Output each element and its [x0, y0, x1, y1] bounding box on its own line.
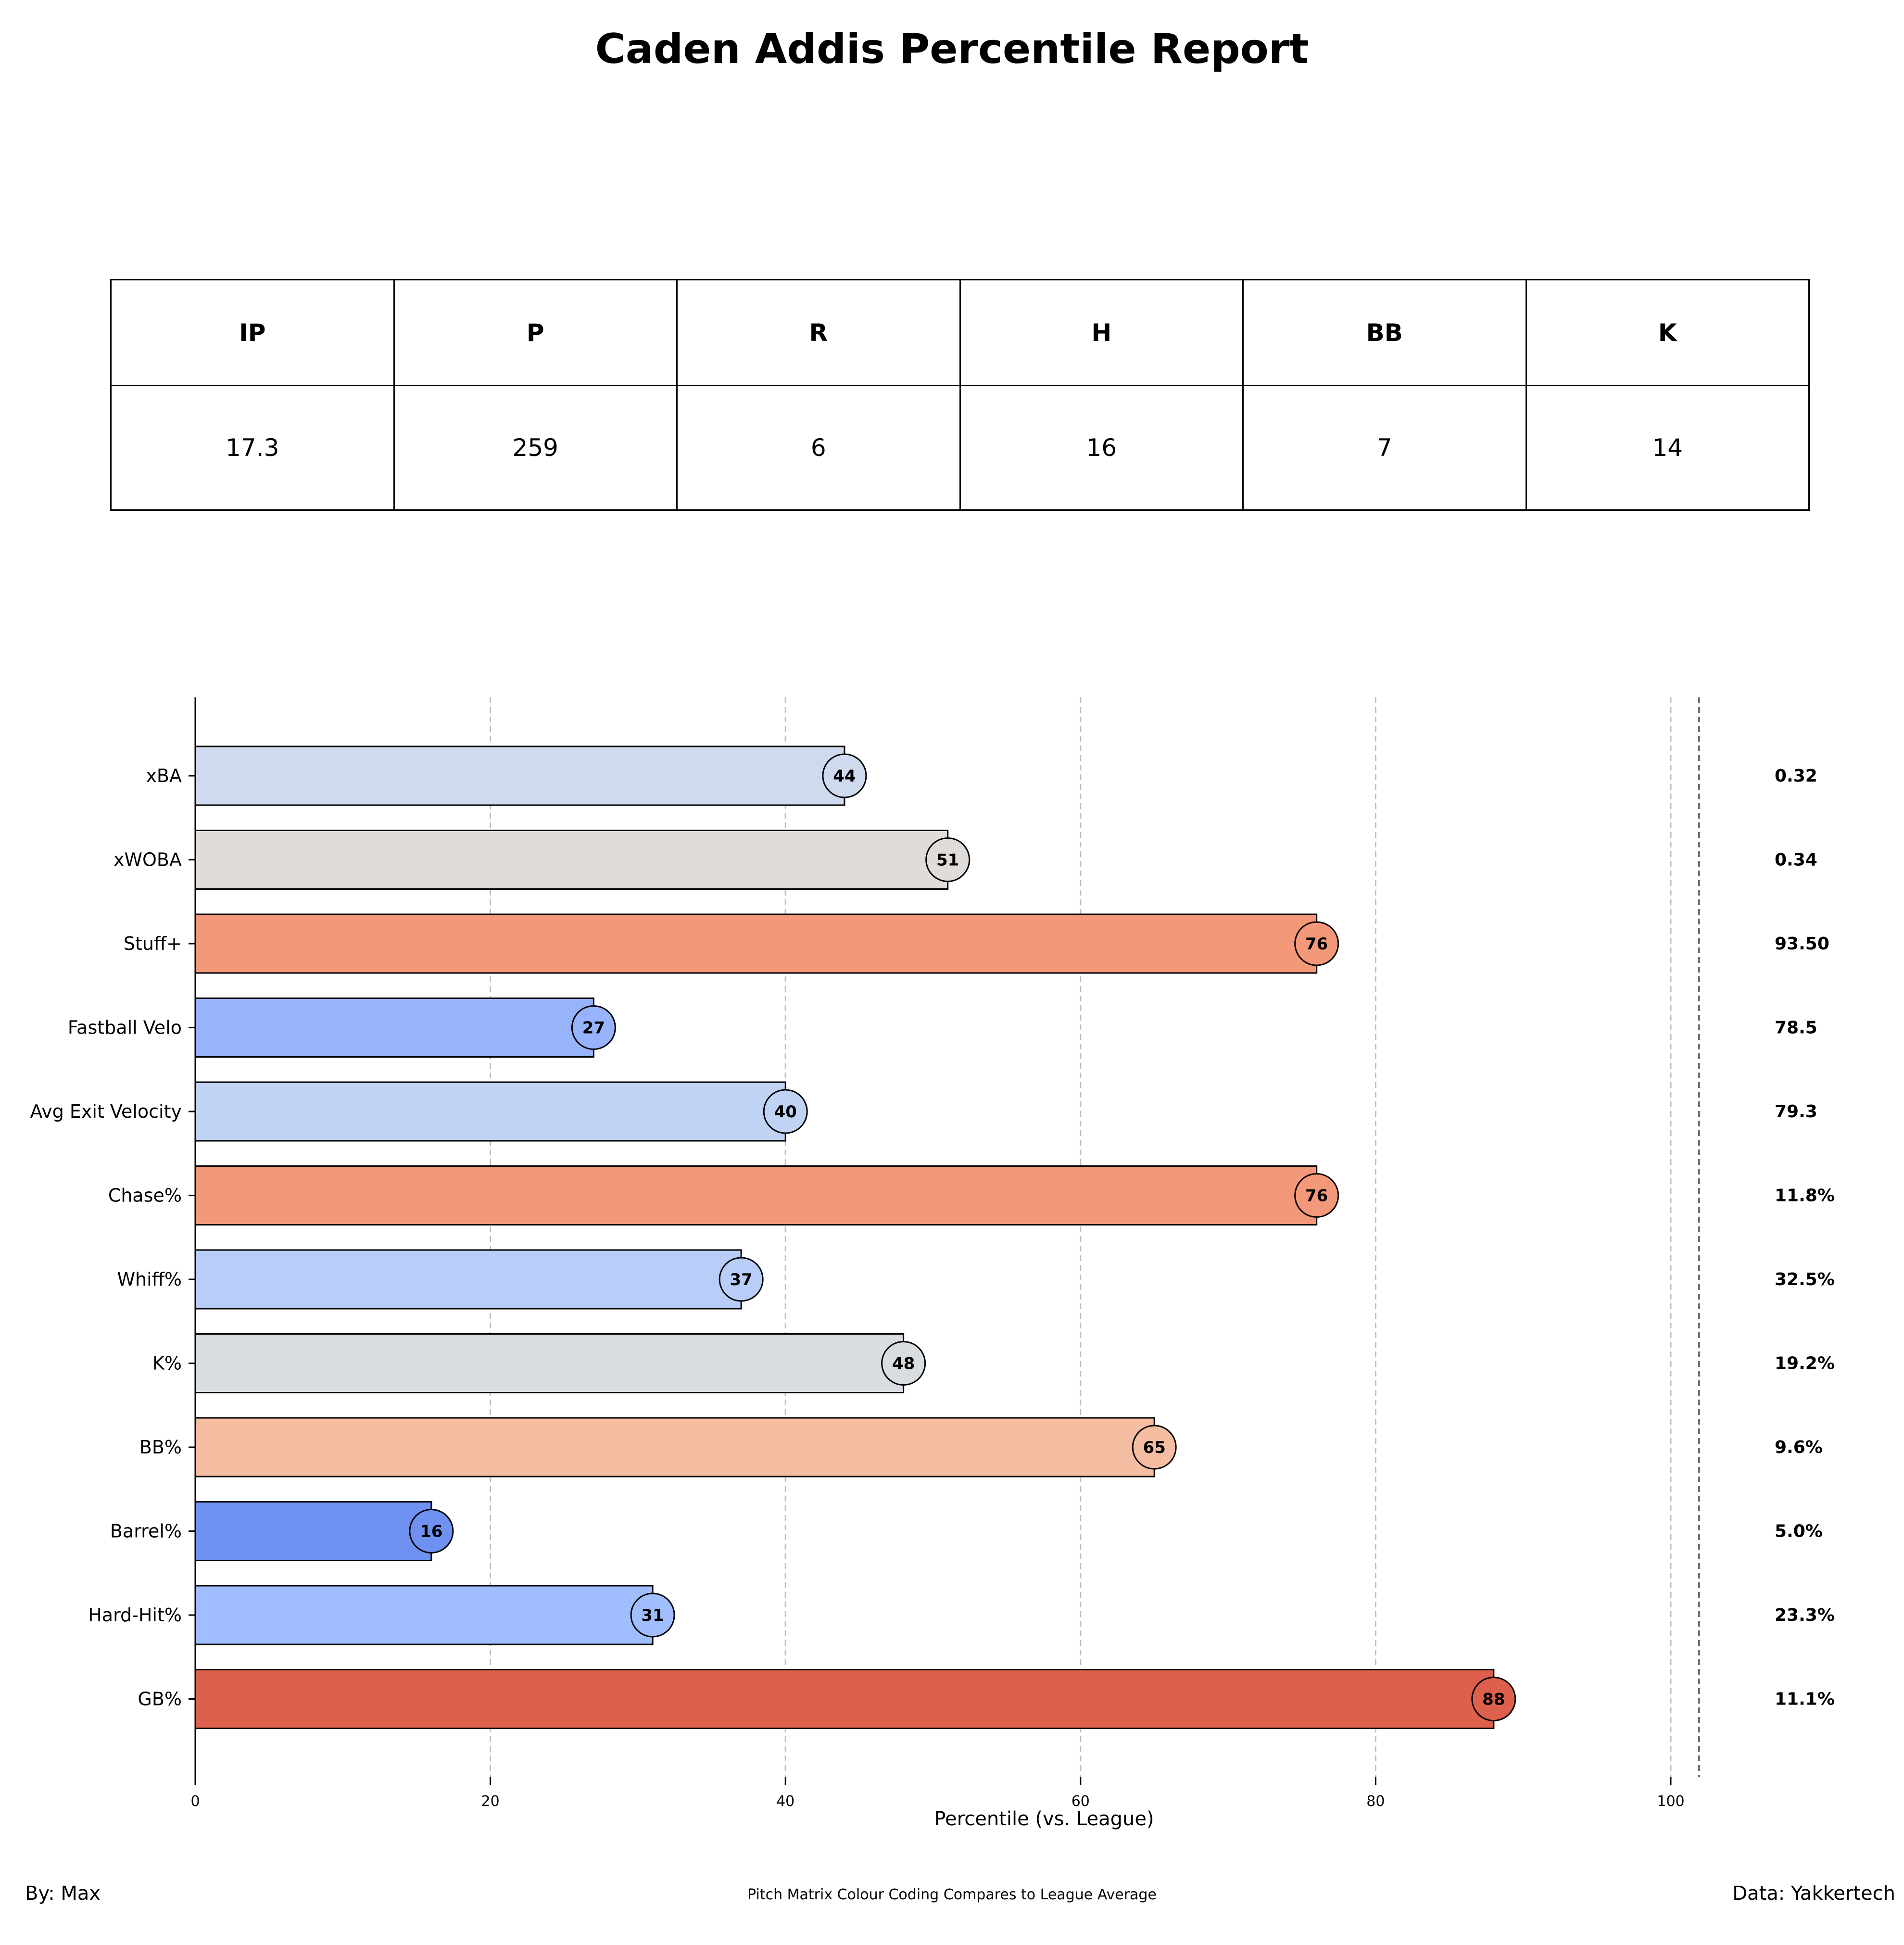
bar: [194, 1669, 1495, 1729]
percentile-label: 44: [833, 767, 856, 786]
percentile-bubble: [822, 753, 867, 798]
bar: [194, 1165, 1318, 1225]
x-tick-label: 80: [1366, 1793, 1385, 1810]
category-label: Fastball Velo: [68, 1017, 182, 1038]
stats-value-cell: 14: [1525, 385, 1810, 511]
stats-header-row: IP P R H BB K: [110, 279, 1810, 386]
stats-value-row: 17.3 259 6 16 7 14: [110, 385, 1810, 511]
category-label: xWOBA: [113, 849, 182, 871]
percentile-bubble: [1471, 1677, 1516, 1721]
stats-header-cell: BB: [1242, 279, 1527, 386]
category-label: BB%: [139, 1437, 182, 1458]
stats-header-cell: H: [959, 279, 1244, 386]
category-label: GB%: [138, 1689, 182, 1710]
axes: 0 20 40 60 80 100 xBA xWOBA Stuff+ Fastball Velo A…: [30, 697, 1685, 1810]
category-label: Stuff+: [124, 933, 182, 954]
percentile-label: 76: [1305, 1187, 1328, 1206]
stats-header-cell: P: [393, 279, 678, 386]
category-label: Avg Exit Velocity: [30, 1101, 182, 1122]
percentile-label: 76: [1305, 935, 1328, 954]
x-tick-label: 100: [1657, 1793, 1684, 1810]
percentile-label: 37: [730, 1270, 752, 1289]
x-tick-label: 0: [190, 1793, 200, 1810]
stats-table: IP P R H BB K 17.3 259 6 16 7 14: [110, 279, 1810, 511]
percentile-bubble: [881, 1341, 926, 1386]
percentile-label: 31: [641, 1606, 664, 1625]
stats-header-cell: K: [1525, 279, 1810, 386]
category-label: xBA: [146, 765, 182, 786]
page-title: Caden Addis Percentile Report: [595, 25, 1309, 73]
x-tick-label: 40: [776, 1793, 794, 1810]
stat-value-label: 78.5: [1775, 1018, 1817, 1038]
percentile-bubble: [630, 1592, 675, 1638]
bar: [194, 913, 1318, 974]
stat-value-label: 11.1%: [1775, 1690, 1835, 1709]
x-axis-label: Percentile (vs. League): [934, 1808, 1154, 1830]
stat-value-label: 19.2%: [1775, 1354, 1835, 1374]
stats-value-cell: 7: [1242, 385, 1527, 511]
category-label: Hard-Hit%: [88, 1604, 182, 1626]
percentile-bubble: [1132, 1425, 1177, 1470]
x-tick-label: 20: [481, 1793, 500, 1810]
bar: [194, 1333, 905, 1393]
stat-value-label: 0.34: [1775, 850, 1817, 870]
footer-source: Data: Yakkertech: [1732, 1882, 1895, 1905]
stats-header-cell: R: [676, 279, 961, 386]
bar: [194, 1249, 742, 1310]
stats-value-cell: 6: [676, 385, 961, 511]
stat-value-label: 5.0%: [1775, 1522, 1823, 1541]
stat-value-label: 0.32: [1775, 766, 1817, 786]
category-label: Chase%: [108, 1185, 182, 1206]
stats-value-cell: 259: [393, 385, 678, 511]
category-label: K%: [152, 1353, 182, 1374]
percentile-label: 51: [936, 851, 959, 870]
bars: 44 0.32 51 0.34 76 93.50 27 78.5 40 79.3 76 11.8% 37…: [194, 745, 1835, 1729]
stat-value-label: 9.6%: [1775, 1438, 1823, 1457]
stat-value-label: 23.3%: [1775, 1605, 1835, 1625]
footer-author: By: Max: [25, 1882, 101, 1905]
percentile-label: 16: [420, 1522, 442, 1541]
percentile-label: 40: [774, 1102, 797, 1122]
percentile-bubble: [409, 1509, 454, 1553]
percentile-label: 88: [1482, 1690, 1505, 1709]
percentile-bubble: [719, 1257, 764, 1302]
percentile-bar-chart: 44 0.32 51 0.34 76 93.50 27 78.5 40 79.3 76 11.8% 37…: [30, 697, 1835, 1830]
percentile-label: 48: [892, 1354, 915, 1374]
bar: [194, 830, 949, 890]
stats-value-cell: 16: [959, 385, 1244, 511]
percentile-label: 27: [582, 1019, 605, 1038]
percentile-bubble: [925, 837, 971, 882]
category-label: Barrel%: [110, 1521, 182, 1542]
percentile-label: 65: [1143, 1438, 1166, 1457]
stat-value-label: 79.3: [1775, 1102, 1817, 1122]
bar: [194, 1417, 1155, 1478]
percentile-bubble: [571, 1005, 616, 1050]
x-tick-label: 60: [1072, 1793, 1090, 1810]
bar: [194, 1585, 654, 1645]
bar: [194, 998, 594, 1058]
stat-value-label: 93.50: [1775, 934, 1829, 954]
percentile-bubble: [763, 1089, 808, 1134]
bar: [194, 1501, 432, 1561]
percentile-bubble: [1294, 921, 1339, 966]
stat-value-label: 32.5%: [1775, 1270, 1835, 1289]
bar: [194, 1081, 786, 1142]
percentile-bubble: [1294, 1173, 1339, 1218]
stats-header-cell: IP: [110, 279, 395, 386]
stat-value-label: 11.8%: [1775, 1186, 1835, 1206]
bar: [194, 745, 845, 806]
footer-note: Pitch Matrix Colour Coding Compares to L…: [747, 1886, 1157, 1903]
stats-value-cell: 17.3: [110, 385, 395, 511]
category-label: Whiff%: [117, 1269, 182, 1290]
